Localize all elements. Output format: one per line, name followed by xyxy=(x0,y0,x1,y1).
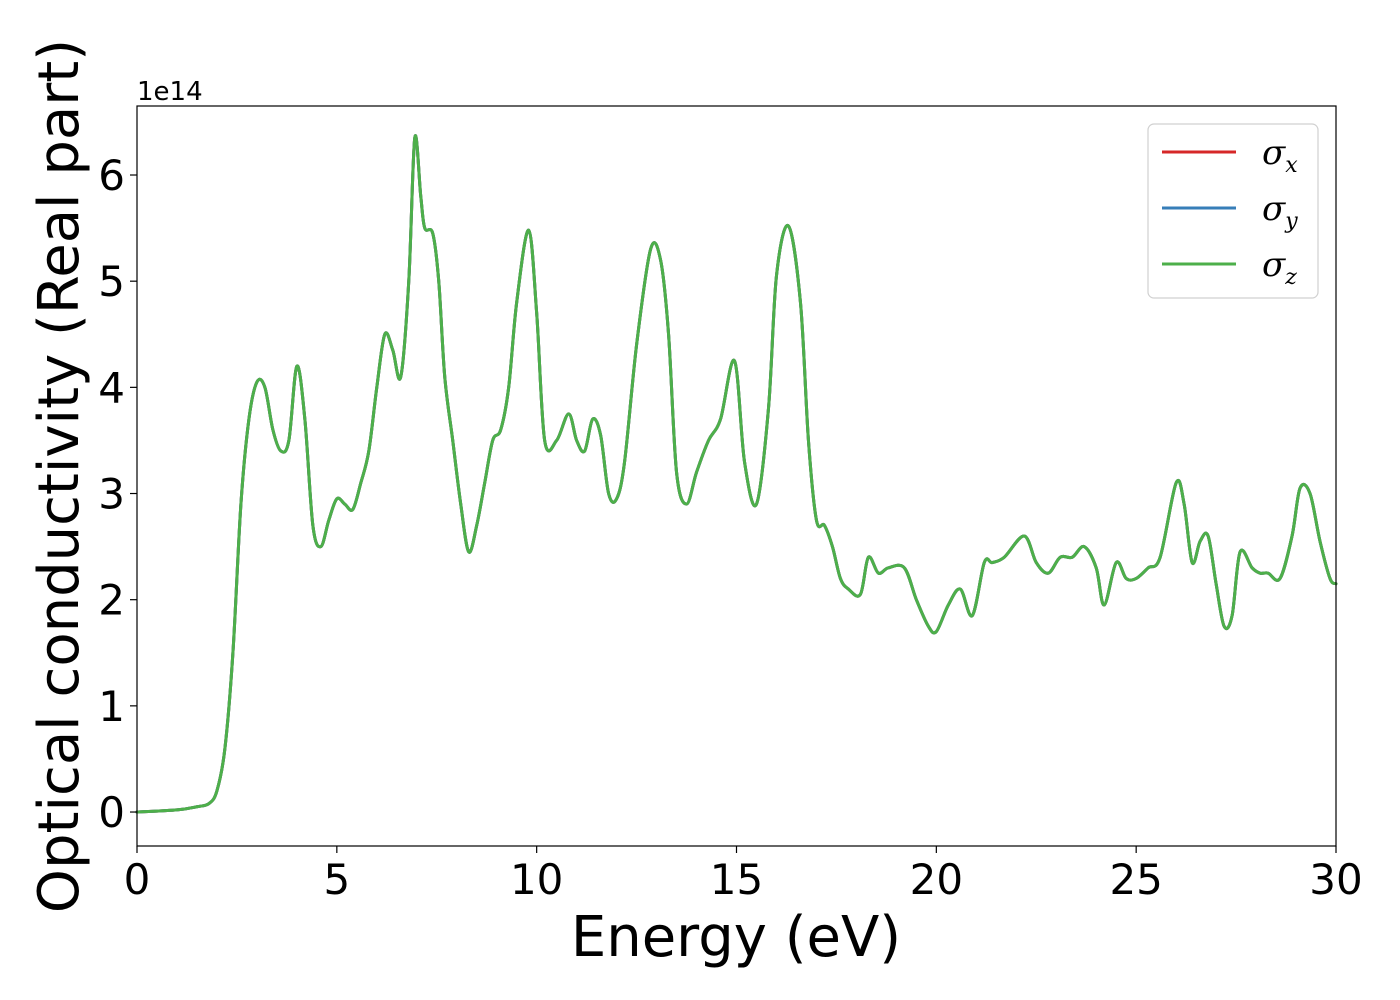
y-tick-label: 5 xyxy=(98,257,125,306)
y-tick-label: 2 xyxy=(98,576,125,625)
series-layer xyxy=(135,134,1338,814)
series-line-z xyxy=(135,134,1338,814)
x-tick-label: 30 xyxy=(1309,855,1362,904)
y-tick-label: 1 xyxy=(98,682,125,731)
x-axis: 0 5 10 15 20 25 30 xyxy=(124,846,1363,904)
y-offset-label: 1e14 xyxy=(137,77,203,107)
y-axis-title: Optical conductivity (Real part) xyxy=(27,39,92,913)
x-tick-label: 25 xyxy=(1109,855,1162,904)
y-tick-label: 3 xyxy=(98,470,125,519)
x-tick-label: 0 xyxy=(124,855,151,904)
y-tick-label: 4 xyxy=(98,363,125,412)
x-tick-label: 20 xyxy=(910,855,963,904)
x-tick-label: 15 xyxy=(710,855,763,904)
x-tick-label: 10 xyxy=(510,855,563,904)
x-axis-title: Energy (eV) xyxy=(571,905,901,970)
y-tick-label: 6 xyxy=(98,151,125,200)
y-tick-label: 0 xyxy=(98,788,125,837)
x-tick-label: 5 xyxy=(323,855,350,904)
legend-box xyxy=(1147,123,1319,299)
y-axis: 0 1 2 3 4 5 6 xyxy=(98,151,137,837)
